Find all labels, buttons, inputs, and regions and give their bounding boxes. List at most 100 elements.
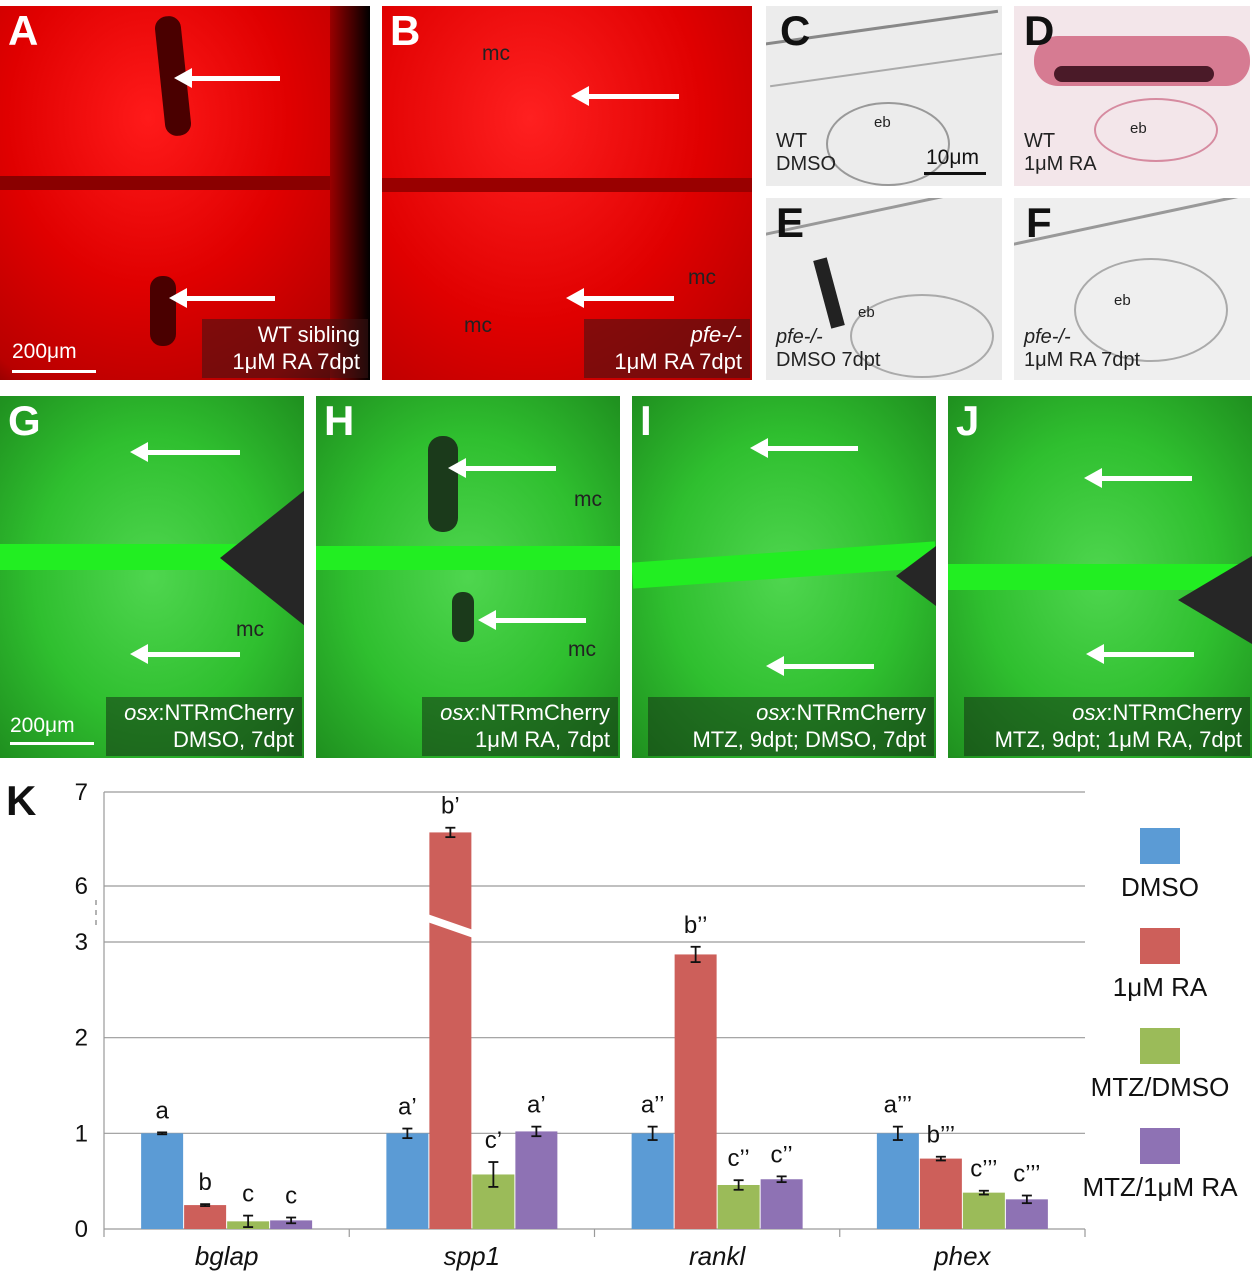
bar (184, 1205, 227, 1229)
y-tick-label: 2 (75, 1025, 88, 1052)
mc-label: mc (688, 266, 716, 289)
bar-break (917, 914, 964, 938)
arrow (750, 438, 858, 458)
bar (674, 954, 717, 1229)
panel-c-text: WT DMSO (776, 130, 836, 175)
panel-k-chart: K 0 1 2 3 6 7 a b c c bglap a’ b’ c’ a’ spp1 a’’ b’’ c’’ c’… (0, 770, 1253, 1280)
eb-label: eb (874, 114, 891, 131)
significance-letter: a (155, 1097, 169, 1124)
legend-swatch (1140, 1028, 1180, 1064)
significance-letter: c’’ (771, 1141, 793, 1168)
panel-d-text: WT 1μM RA (1024, 130, 1097, 175)
legend-swatch (1140, 828, 1180, 864)
panel-letter-e: E (776, 199, 805, 246)
significance-letter: a’ (527, 1092, 546, 1119)
significance-letter: c’ (485, 1127, 502, 1154)
arrow (571, 86, 679, 106)
significance-letter: a’ (398, 1094, 417, 1121)
bar (717, 1184, 760, 1229)
legend-label: DMSO (1121, 872, 1199, 902)
legend-label: 1μM RA (1112, 972, 1208, 1002)
mc-label: mc (236, 618, 264, 641)
panel-f: F eb pfe-/- 1μM RA 7dpt (1014, 198, 1250, 380)
panel-e: E eb pfe-/- DMSO 7dpt (766, 198, 1002, 380)
mc-label: mc (568, 638, 596, 661)
significance-letter: b’’’ (927, 1122, 955, 1149)
bar (386, 1133, 429, 1229)
panel-letter-c: C (780, 7, 811, 54)
bar (1005, 1199, 1048, 1229)
significance-letter: c’’’ (1013, 1161, 1040, 1188)
panel-letter-k: K (6, 777, 37, 824)
panel-g-label: osx:NTRmCherry DMSO, 7dpt (106, 697, 302, 756)
mc-label: mc (574, 488, 602, 511)
x-category-label: rankl (689, 1241, 747, 1271)
scale-bar (12, 370, 96, 373)
bar (631, 1133, 674, 1229)
significance-letter: c’’’ (970, 1156, 997, 1183)
arrow (130, 442, 240, 462)
bar (760, 1179, 803, 1229)
legend-swatch (1140, 928, 1180, 964)
bar (876, 1133, 919, 1229)
arrow (566, 288, 674, 308)
scale-bar (924, 172, 986, 175)
panel-letter-b: B (390, 7, 421, 54)
legend-label: MTZ/1μM RA (1082, 1172, 1238, 1202)
y-tick-label: 7 (75, 779, 88, 806)
scale-label: 200μm (12, 340, 77, 363)
bar (515, 1131, 558, 1229)
significance-letter: b (198, 1169, 211, 1196)
mc-label: mc (464, 314, 492, 337)
eb-label: eb (858, 304, 875, 321)
panel-letter-f: F (1026, 199, 1052, 246)
panel-letter-d: D (1024, 7, 1055, 54)
arrow (169, 288, 275, 308)
bar-chart: 0 1 2 3 6 7 a b c c bglap a’ b’ c’ a’ spp1 a’’ b’’ c’’ c’’ r… (75, 779, 1086, 1271)
scale-label: 10μm (926, 146, 979, 169)
arrow (174, 68, 280, 88)
bar (962, 1192, 1005, 1229)
panel-a-label: WT sibling 1μM RA 7dpt (202, 319, 368, 378)
arrow (766, 656, 874, 676)
panel-d: D eb WT 1μM RA (1014, 6, 1250, 186)
panel-c: C eb WT DMSO 10μm (766, 6, 1002, 186)
significance-letter: a’’ (641, 1092, 665, 1119)
bar (919, 1158, 962, 1229)
significance-letter: b’’ (684, 912, 708, 939)
arrow (448, 458, 556, 478)
legend-swatch (1140, 1128, 1180, 1164)
eb-label: eb (1114, 292, 1131, 309)
bar-break (427, 914, 474, 938)
bar (429, 832, 472, 1229)
significance-letter: c (242, 1181, 254, 1208)
y-tick-label: 1 (75, 1120, 88, 1147)
panel-letter-h: H (324, 397, 355, 444)
panel-h-label: osx:NTRmCherry 1μM RA, 7dpt (422, 697, 618, 756)
panel-j: J osx:NTRmCherry MTZ, 9dpt; 1μM RA, 7dpt (948, 396, 1252, 758)
panel-letter-i: I (640, 397, 652, 444)
legend-label: MTZ/DMSO (1090, 1072, 1230, 1102)
y-tick-label: 3 (75, 929, 88, 956)
panel-b-label: pfe-/- 1μM RA 7dpt (584, 319, 750, 378)
significance-letter: a’’’ (884, 1092, 912, 1119)
panel-h: H mc mc osx:NTRmCherry 1μM RA, 7dpt (316, 396, 620, 758)
panel-i: I osx:NTRmCherry MTZ, 9dpt; DMSO, 7dpt (632, 396, 936, 758)
bar (141, 1133, 184, 1229)
significance-letter: c’’ (728, 1145, 750, 1172)
arrow (130, 644, 240, 664)
panel-letter-j: J (956, 397, 980, 444)
x-category-label: phex (933, 1241, 991, 1271)
arrow (1086, 644, 1194, 664)
scale-label: 200μm (10, 714, 75, 737)
mc-label: mc (482, 42, 510, 65)
x-category-label: spp1 (444, 1241, 500, 1271)
arrow (1084, 468, 1192, 488)
x-category-label: bglap (195, 1241, 259, 1271)
bar (270, 1220, 313, 1229)
scale-bar (10, 742, 94, 745)
eb-label: eb (1130, 120, 1147, 137)
y-tick-label: 6 (75, 873, 88, 900)
panel-j-label: osx:NTRmCherry MTZ, 9dpt; 1μM RA, 7dpt (964, 697, 1250, 756)
arrow (478, 610, 586, 630)
